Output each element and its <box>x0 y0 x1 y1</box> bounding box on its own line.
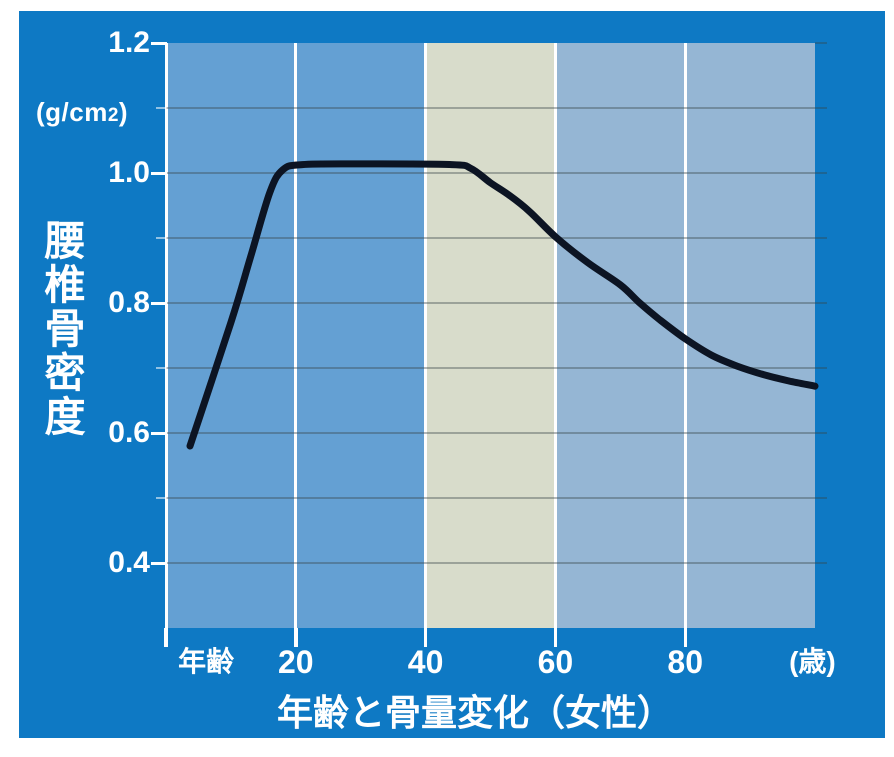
y-tick-mark <box>151 41 167 45</box>
x-tick-label: 20 <box>278 644 314 680</box>
y-gridline <box>166 302 827 304</box>
y-gridline <box>166 432 827 434</box>
y-gridline <box>166 172 827 174</box>
y-axis-unit-exponent: 2 <box>107 105 119 126</box>
y-gridline <box>166 497 827 499</box>
y-axis-title-char: 椎 <box>44 262 86 308</box>
y-gridline <box>166 367 827 369</box>
y-gridline <box>166 237 827 239</box>
y-tick-label: 1.0 <box>108 156 150 189</box>
x-tick-mark <box>683 628 687 647</box>
y-minor-tick-mark <box>156 366 167 370</box>
x-gridline <box>424 43 428 628</box>
y-tick-mark <box>151 171 167 175</box>
y-tick-label: 0.6 <box>108 416 150 449</box>
y-minor-tick-mark <box>156 236 167 240</box>
y-axis-unit-text: (g/cm <box>36 97 108 127</box>
x-tick-label: 60 <box>537 644 574 680</box>
y-minor-tick-mark <box>156 106 167 110</box>
y-axis-title-char: 腰 <box>44 218 86 264</box>
chart-title: 年齢と骨量変化（女性） <box>276 692 674 733</box>
y-axis-unit: (g/cm2) <box>36 99 128 125</box>
x-axis-age-label: 年齢 <box>178 646 235 677</box>
plot-highlight-band <box>425 43 556 628</box>
y-axis-title-char: 密 <box>44 350 86 396</box>
y-gridline <box>166 562 827 564</box>
x-gridline <box>294 43 298 628</box>
y-tick-mark <box>151 561 167 565</box>
y-tick-label: 0.4 <box>108 546 150 579</box>
x-gridline <box>683 43 687 628</box>
y-tick-label: 0.8 <box>108 286 150 319</box>
y-tick-mark <box>151 431 167 435</box>
x-tick-label: 80 <box>667 644 703 680</box>
y-axis-title-char: 度 <box>44 394 86 440</box>
x-axis-unit-label: (歳) <box>789 646 836 677</box>
y-gridline <box>166 107 827 109</box>
y-axis-title: 腰椎骨密度 <box>40 219 90 439</box>
y-gridline-right-tick <box>815 42 827 44</box>
x-tick-mark <box>294 628 298 647</box>
y-tick-label: 1.2 <box>108 26 150 59</box>
x-tick-mark <box>553 628 558 647</box>
x-gridline <box>553 43 557 628</box>
x-tick-mark <box>164 628 168 647</box>
x-tick-label: 40 <box>407 644 444 680</box>
x-gridline <box>164 43 168 628</box>
y-minor-tick-mark <box>156 496 167 500</box>
y-axis-unit-close: ) <box>118 97 129 127</box>
x-tick-mark <box>423 628 428 647</box>
y-axis-title-char: 骨 <box>44 306 86 352</box>
y-tick-mark <box>151 301 167 305</box>
